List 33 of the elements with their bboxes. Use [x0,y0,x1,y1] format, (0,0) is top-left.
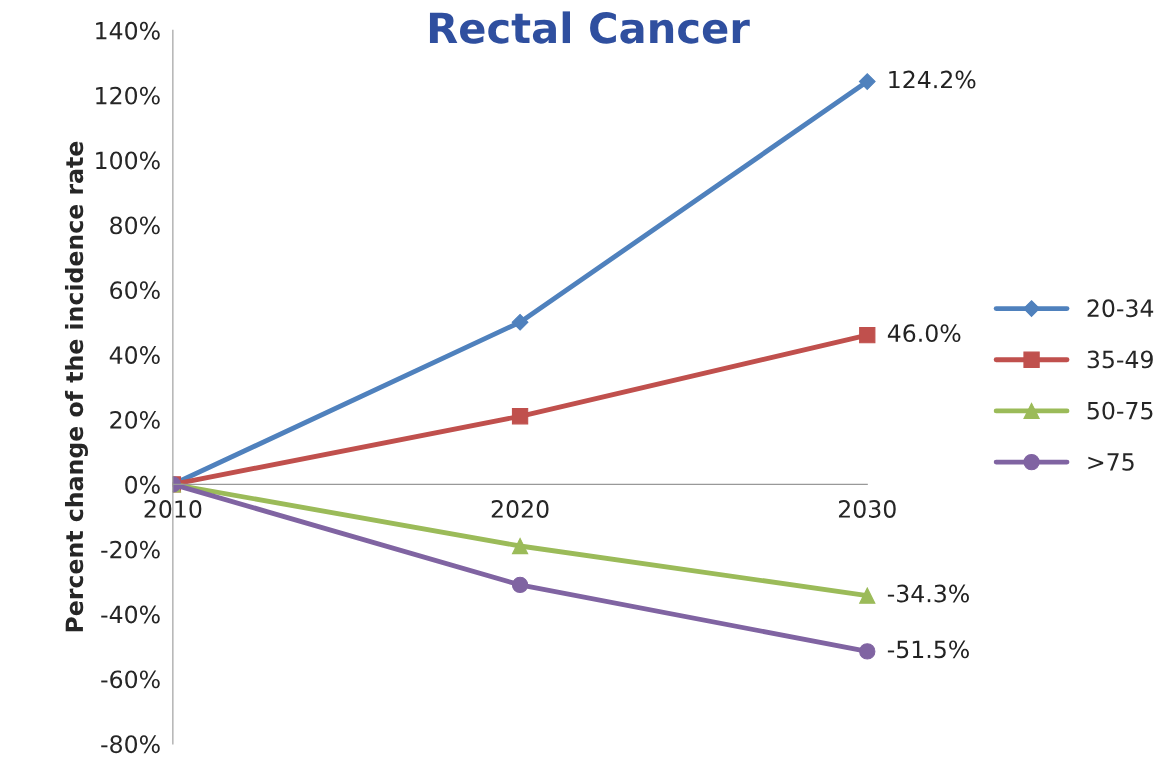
point [511,576,529,594]
point [858,73,876,90]
y-tick-label: 20% [110,410,160,429]
legend-label: >75 [1088,453,1134,471]
x-tick-label: 2020 [491,500,549,518]
point [859,643,876,660]
y-tick-label: 120% [96,86,160,105]
y-tick-label: -80% [101,735,160,754]
point [511,537,529,555]
chart-title: Rectal Cancer [429,11,750,44]
y-tick-label: -60% [101,670,160,689]
legend-label: 35-49 [1087,350,1153,369]
y-tick-label: 60% [110,281,160,300]
y-tick-label: -20% [101,540,160,559]
point [859,587,876,604]
y-tick-label: 100% [96,151,160,170]
y-tick-label: 40% [109,346,160,364]
x-tick-label: 2010 [144,500,202,518]
y-tick-label: 0% [125,475,160,494]
x-tick-label: 2030 [838,500,896,518]
data-label: -34.3% [887,584,969,603]
point [511,313,529,331]
point [859,327,876,344]
y-tick-label: 80% [110,216,160,235]
data-label: -51.5% [887,640,969,659]
y-axis-title: Percent change of the incidence rate [64,141,89,632]
legend-label: 20-34 [1087,299,1154,318]
data-label: 124.2% [889,70,976,89]
data-label: 46.0% [887,324,961,343]
point [511,408,529,425]
y-tick-label: -40% [101,605,160,624]
y-tick-label: 140% [96,21,160,40]
legend-label: 50-75 [1087,401,1153,420]
